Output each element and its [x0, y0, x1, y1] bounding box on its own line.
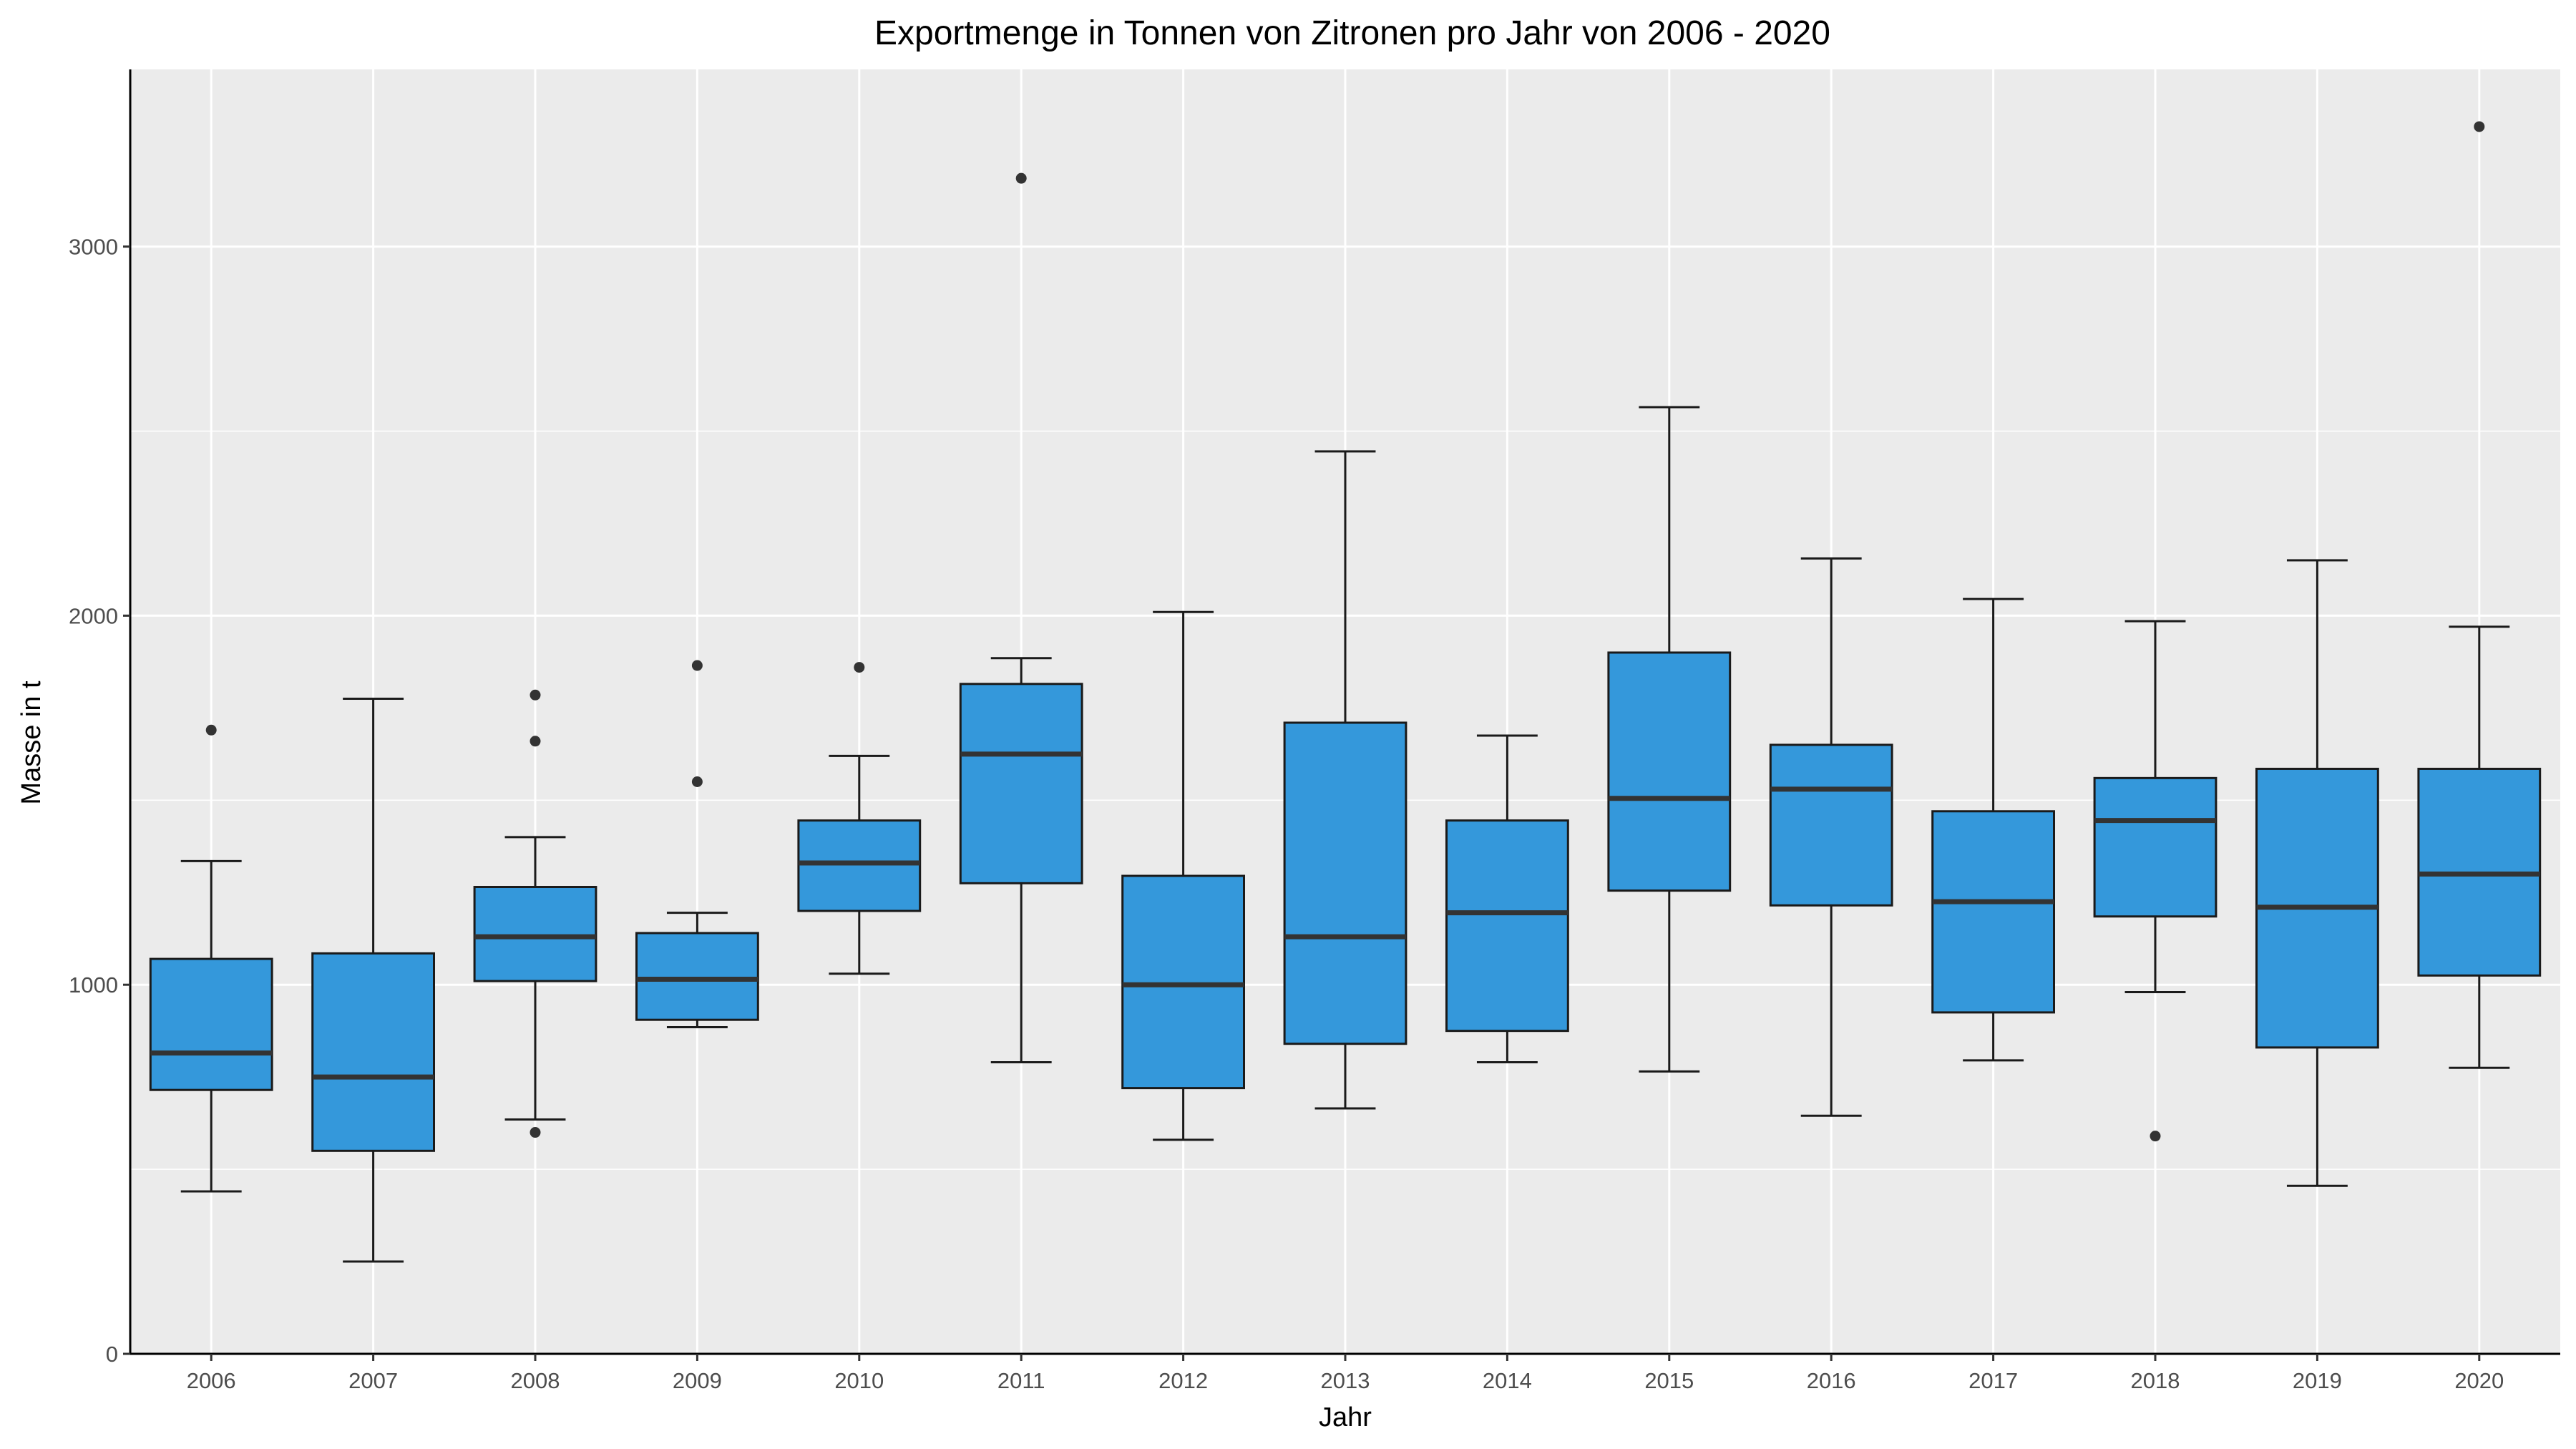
box-iqr: [149, 957, 273, 1091]
outlier-point: [530, 689, 541, 701]
x-tick-label: 2010: [834, 1368, 884, 1393]
x-tick-label: 2016: [1807, 1368, 1856, 1393]
box-2014: [1445, 734, 1569, 1064]
x-tick-label: 2018: [2131, 1368, 2180, 1393]
outlier-point: [1015, 172, 1027, 184]
y-axis-title: Masse in t: [16, 680, 47, 805]
y-tick-label: 3000: [69, 235, 118, 260]
box-2008: [473, 689, 597, 1138]
box-2017: [1931, 597, 2055, 1062]
outlier-point: [691, 660, 703, 671]
x-tick-label: 2020: [2454, 1368, 2504, 1393]
box-iqr: [1283, 721, 1407, 1045]
y-tick-label: 0: [106, 1342, 118, 1367]
y-tick-label: 2000: [69, 603, 118, 628]
box-2012: [1121, 610, 1245, 1141]
box-2010: [797, 662, 922, 975]
x-tick-label: 2013: [1321, 1368, 1370, 1393]
box-iqr: [1445, 819, 1569, 1033]
box-iqr: [2093, 776, 2218, 918]
x-tick-label: 2017: [1968, 1368, 2018, 1393]
outlier-point: [2150, 1131, 2161, 1142]
x-tick-label: 2011: [997, 1368, 1045, 1393]
box-2020: [2417, 121, 2542, 1069]
box-2006: [149, 724, 273, 1193]
y-tick-label: 1000: [69, 972, 118, 997]
tick-labels-layer: 0 1000 2000 3000 2006 2007 2008 2009 2010 2011 201…: [69, 235, 2504, 1393]
box-iqr: [1607, 651, 1732, 892]
box-2019: [2255, 559, 2379, 1187]
x-tick-label: 2015: [1644, 1368, 1694, 1393]
box-2013: [1283, 450, 1407, 1110]
x-tick-label: 2007: [348, 1368, 398, 1393]
outlier-point: [854, 662, 865, 673]
chart-title: Exportmenge in Tonnen von Zitronen pro J…: [874, 14, 1830, 52]
outlier-point: [205, 724, 217, 736]
x-tick-label: 2008: [511, 1368, 560, 1393]
box-2009: [635, 660, 759, 1029]
box-iqr: [473, 886, 597, 982]
box-2016: [1769, 557, 1893, 1117]
outlier-point: [2474, 121, 2485, 132]
box-iqr: [311, 952, 436, 1152]
box-2015: [1607, 406, 1732, 1073]
x-tick-label: 2006: [187, 1368, 236, 1393]
box-iqr: [797, 819, 922, 912]
outlier-point: [691, 776, 703, 788]
box-2011: [959, 172, 1083, 1064]
box-2007: [311, 697, 436, 1263]
boxes-layer: [149, 121, 2542, 1263]
outlier-point: [530, 1127, 541, 1138]
outlier-point: [530, 736, 541, 747]
x-tick-label: 2014: [1483, 1368, 1532, 1393]
box-2018: [2093, 620, 2218, 1142]
x-tick-label: 2012: [1158, 1368, 1208, 1393]
box-iqr: [1931, 810, 2055, 1014]
box-iqr: [635, 932, 759, 1021]
box-iqr: [959, 683, 1083, 884]
x-tick-label: 2009: [673, 1368, 722, 1393]
box-iqr: [1121, 874, 1245, 1090]
box-iqr: [1769, 743, 1893, 907]
x-axis-title: Jahr: [1319, 1402, 1372, 1433]
x-tick-label: 2019: [2293, 1368, 2342, 1393]
